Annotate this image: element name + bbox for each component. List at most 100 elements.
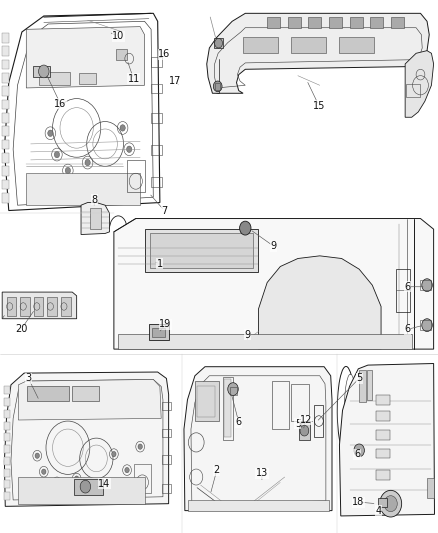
Bar [376, 411, 390, 421]
Bar [272, 381, 289, 429]
Circle shape [422, 319, 432, 332]
Circle shape [127, 146, 132, 152]
Bar [145, 229, 258, 272]
Polygon shape [2, 292, 77, 319]
Polygon shape [81, 203, 110, 235]
Bar [243, 37, 278, 53]
Text: 3: 3 [25, 374, 32, 383]
Circle shape [54, 151, 60, 158]
Bar [4, 480, 10, 488]
Bar [162, 484, 171, 493]
Bar [150, 233, 253, 268]
Polygon shape [114, 219, 434, 349]
Bar [350, 17, 363, 28]
Circle shape [422, 279, 432, 292]
Bar [291, 384, 309, 421]
Polygon shape [4, 372, 169, 506]
Polygon shape [26, 27, 145, 88]
Bar [223, 377, 233, 440]
Bar [4, 457, 10, 465]
Bar [116, 49, 127, 60]
Text: 7: 7 [161, 206, 167, 215]
Text: 16: 16 [158, 50, 170, 59]
Bar [420, 320, 431, 330]
Circle shape [213, 81, 222, 92]
Circle shape [55, 480, 59, 485]
Bar [118, 334, 412, 349]
Bar [127, 160, 145, 192]
Bar [2, 180, 9, 189]
Text: 19: 19 [159, 319, 172, 329]
Bar [376, 430, 390, 440]
Circle shape [80, 480, 91, 493]
Bar [391, 17, 404, 28]
Bar [34, 297, 43, 316]
Circle shape [240, 221, 251, 235]
Circle shape [138, 444, 142, 449]
Bar [378, 498, 387, 507]
Text: 17: 17 [169, 76, 181, 86]
Bar [90, 208, 101, 229]
Bar [4, 410, 10, 418]
Bar [2, 153, 9, 163]
Bar [20, 297, 30, 316]
Text: 5: 5 [295, 419, 301, 429]
Bar [4, 469, 10, 477]
Bar [4, 386, 10, 394]
Circle shape [65, 167, 71, 174]
Bar [61, 297, 71, 316]
Bar [291, 37, 326, 53]
Polygon shape [405, 51, 434, 117]
Text: 15: 15 [313, 101, 325, 110]
Polygon shape [258, 256, 381, 349]
Bar [151, 177, 162, 187]
Bar [308, 17, 321, 28]
Bar [214, 38, 223, 48]
Bar [152, 328, 165, 337]
Bar [267, 17, 280, 28]
Bar [4, 492, 10, 500]
Text: 13: 13 [256, 469, 268, 478]
Text: 2: 2 [214, 465, 220, 475]
Circle shape [215, 38, 223, 48]
Bar [4, 433, 10, 441]
Circle shape [112, 451, 116, 457]
Polygon shape [207, 13, 429, 93]
Bar [367, 370, 372, 400]
Bar [18, 477, 145, 504]
Text: 20: 20 [15, 325, 27, 334]
Bar [79, 73, 96, 84]
Bar [2, 46, 9, 56]
Circle shape [125, 467, 129, 473]
Bar [2, 140, 9, 149]
Bar [4, 445, 10, 453]
Bar [195, 381, 219, 421]
Bar [151, 145, 162, 155]
Bar [74, 479, 103, 495]
Text: 6: 6 [404, 282, 410, 292]
Bar [339, 37, 374, 53]
Bar [151, 84, 162, 93]
Bar [162, 455, 171, 464]
Bar [224, 379, 231, 437]
Bar [2, 86, 9, 96]
Bar [370, 17, 383, 28]
Bar [376, 470, 390, 480]
Text: 18: 18 [352, 497, 364, 507]
Bar [4, 398, 10, 406]
Bar [162, 429, 171, 437]
Text: 12: 12 [300, 415, 312, 425]
Bar [39, 72, 70, 85]
Circle shape [354, 444, 364, 457]
Circle shape [39, 65, 49, 78]
Text: 6: 6 [354, 449, 360, 459]
Bar [2, 193, 9, 203]
Bar [2, 113, 9, 123]
Circle shape [35, 453, 39, 458]
Circle shape [42, 469, 46, 474]
Bar [27, 386, 69, 401]
Bar [26, 173, 140, 205]
Polygon shape [339, 364, 434, 516]
Polygon shape [184, 367, 332, 511]
Bar [72, 386, 99, 401]
